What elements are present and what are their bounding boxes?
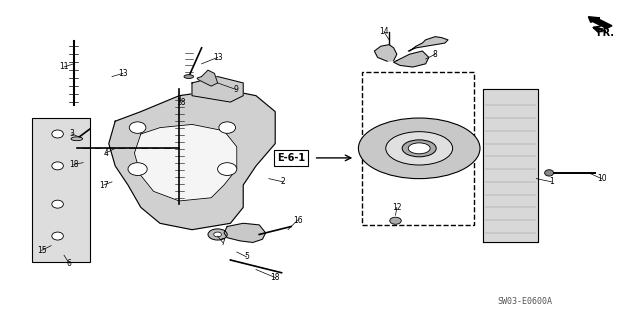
Ellipse shape (545, 170, 554, 176)
Circle shape (358, 118, 480, 179)
Ellipse shape (52, 200, 63, 208)
Text: 17: 17 (99, 181, 109, 189)
Text: 11: 11 (60, 63, 68, 71)
Text: 18: 18 (271, 273, 280, 282)
Ellipse shape (390, 217, 401, 224)
Bar (32, 118, 90, 262)
Ellipse shape (128, 163, 147, 175)
Ellipse shape (218, 163, 237, 175)
Text: 13: 13 (212, 53, 223, 62)
Circle shape (402, 140, 436, 157)
Text: E-6-1: E-6-1 (277, 153, 305, 163)
Polygon shape (408, 37, 448, 51)
Polygon shape (394, 51, 429, 67)
FancyArrow shape (588, 17, 612, 28)
Ellipse shape (219, 122, 236, 133)
Text: SW03-E0600A: SW03-E0600A (497, 297, 552, 306)
Text: 7: 7 (220, 238, 225, 247)
Ellipse shape (208, 229, 227, 240)
Polygon shape (109, 89, 275, 230)
Text: 1: 1 (549, 177, 554, 186)
Text: 6: 6 (67, 259, 72, 268)
Text: 18: 18 (69, 160, 78, 169)
Text: 2: 2 (280, 177, 285, 186)
Polygon shape (483, 89, 538, 242)
Ellipse shape (52, 162, 63, 170)
Polygon shape (134, 124, 237, 201)
Text: 13: 13 (118, 69, 128, 78)
Text: 5: 5 (244, 252, 249, 261)
Bar (362, 72, 474, 225)
Text: 9: 9 (233, 85, 238, 94)
Text: FR.: FR. (596, 28, 614, 39)
Polygon shape (197, 70, 218, 86)
Circle shape (408, 143, 430, 154)
Ellipse shape (214, 232, 221, 237)
Polygon shape (374, 45, 397, 61)
Text: 15: 15 (36, 246, 47, 255)
Text: 14: 14 (379, 27, 389, 36)
Ellipse shape (52, 232, 63, 240)
Text: 4: 4 (103, 149, 108, 158)
Ellipse shape (184, 75, 193, 78)
Ellipse shape (52, 130, 63, 138)
Text: 12: 12 (392, 203, 401, 212)
Ellipse shape (129, 122, 146, 133)
Text: 16: 16 (292, 216, 303, 225)
Text: 3: 3 (69, 130, 74, 138)
Text: 8: 8 (433, 50, 438, 59)
Text: 10: 10 (596, 174, 607, 183)
Text: 18: 18 (176, 98, 185, 107)
Polygon shape (224, 223, 266, 242)
Circle shape (386, 132, 452, 165)
Ellipse shape (71, 137, 83, 141)
Polygon shape (192, 77, 243, 102)
